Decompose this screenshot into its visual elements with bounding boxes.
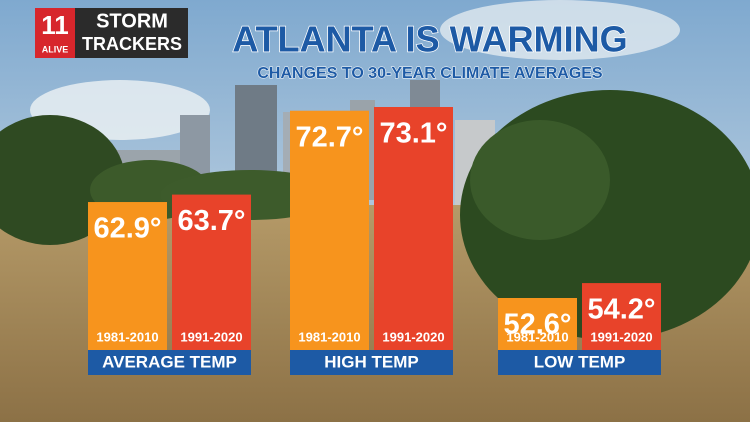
chart-subtitle: CHANGES TO 30-YEAR CLIMATE AVERAGES bbox=[257, 65, 603, 82]
logo-line2: TRACKERS bbox=[82, 34, 182, 54]
bar bbox=[374, 107, 453, 350]
value-label: 73.1° bbox=[379, 118, 447, 150]
category-label: LOW TEMP bbox=[534, 352, 626, 371]
bar bbox=[172, 194, 251, 350]
value-label: 63.7° bbox=[177, 205, 245, 237]
series-label: 1991-2020 bbox=[180, 329, 242, 344]
category-label: AVERAGE TEMP bbox=[102, 352, 237, 371]
value-label: 54.2° bbox=[587, 294, 655, 326]
value-label: 62.9° bbox=[93, 213, 161, 245]
series-label: 1981-2010 bbox=[506, 329, 568, 344]
series-label: 1991-2020 bbox=[382, 329, 444, 344]
category-band bbox=[88, 350, 251, 375]
value-label: 52.6° bbox=[503, 309, 571, 341]
category-band bbox=[498, 350, 661, 375]
series-label: 1981-2010 bbox=[96, 329, 158, 344]
bar bbox=[498, 298, 577, 350]
logo: 11 ALIVE STORM TRACKERS bbox=[35, 8, 188, 58]
value-label: 72.7° bbox=[295, 121, 363, 153]
bar bbox=[88, 202, 167, 350]
bar bbox=[582, 283, 661, 350]
bar bbox=[290, 110, 369, 350]
logo-line1: STORM bbox=[96, 10, 168, 32]
chart-title: ATLANTA IS WARMING bbox=[232, 19, 627, 60]
category-label: HIGH TEMP bbox=[324, 352, 418, 371]
series-label: 1981-2010 bbox=[298, 329, 360, 344]
logo-brand: ALIVE bbox=[42, 44, 69, 54]
series-label: 1991-2020 bbox=[590, 329, 652, 344]
logo-badge bbox=[35, 8, 75, 58]
logo-number: 11 bbox=[41, 10, 69, 40]
category-band bbox=[290, 350, 453, 375]
